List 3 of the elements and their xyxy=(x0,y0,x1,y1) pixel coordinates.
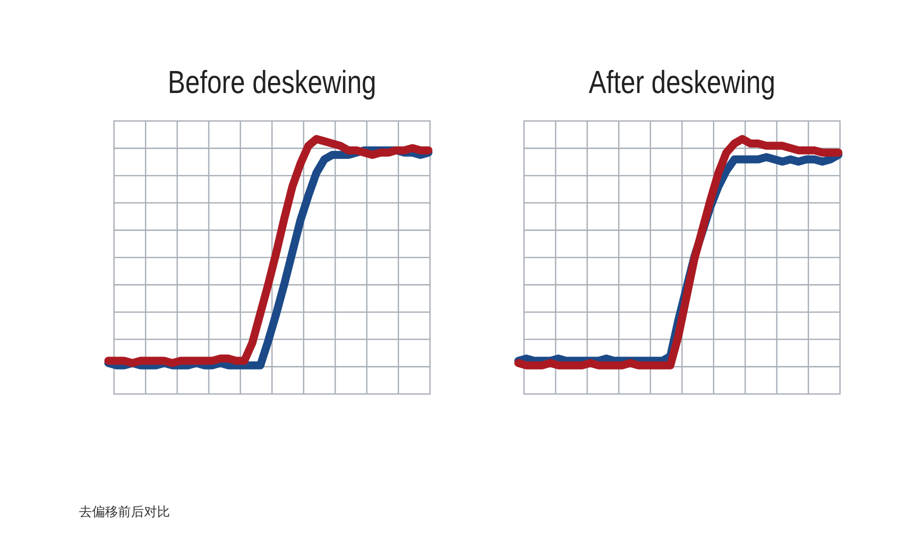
chart-title: Before deskewing xyxy=(168,66,376,101)
text: 去偏移前后对比 xyxy=(79,505,170,520)
chart-title: After deskewing xyxy=(588,66,776,101)
